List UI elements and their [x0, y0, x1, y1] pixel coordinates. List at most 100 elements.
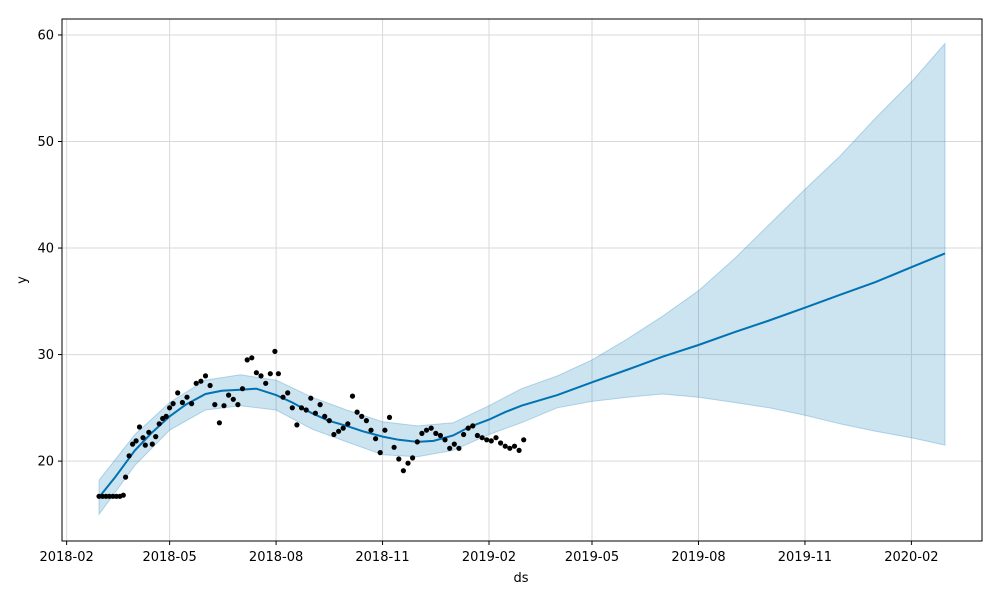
observed-point [130, 441, 136, 447]
x-axis-label: ds [513, 571, 528, 586]
observed-point [126, 453, 132, 459]
observed-point [349, 393, 356, 399]
observed-point [179, 399, 185, 406]
observed-point [239, 386, 246, 392]
observed-point [120, 492, 126, 498]
observed-point [312, 410, 318, 416]
observed-point [493, 435, 499, 441]
observed-point [340, 425, 346, 431]
observed-point [511, 443, 518, 449]
observed-point [149, 441, 155, 447]
observed-point [396, 456, 402, 462]
observed-point [391, 444, 397, 450]
observed-point [272, 348, 278, 354]
x-tick-label: 2020-02 [884, 550, 938, 565]
observed-point [216, 420, 222, 426]
observed-point [507, 445, 513, 451]
x-axis: 2018-02 2018-05 2018-08 2018-11 2019-02 2019-… [39, 541, 939, 565]
x-tick-label: 2018-11 [355, 550, 409, 565]
observed-point [516, 447, 522, 453]
observed-point [221, 403, 227, 409]
observed-point [326, 418, 332, 424]
observed-point [414, 439, 420, 445]
observed-point [410, 455, 416, 461]
observed-point [373, 436, 379, 442]
observed-point [289, 405, 295, 411]
observed-point [207, 382, 213, 389]
observed-point [368, 427, 374, 433]
observed-point [498, 440, 504, 446]
observed-point [133, 438, 139, 444]
y-axis: 20 30 40 50 60 [37, 28, 62, 470]
observed-point [405, 460, 411, 466]
observed-point [465, 425, 471, 431]
observed-point [193, 380, 199, 386]
observed-point [163, 413, 169, 419]
observed-point [136, 424, 143, 430]
observed-point [354, 409, 360, 415]
observed-point [294, 422, 300, 428]
observed-point [280, 394, 286, 400]
y-tick-label: 50 [37, 135, 54, 150]
grid-lines [62, 19, 982, 541]
observed-point [263, 380, 269, 386]
observed-point [521, 437, 527, 443]
observed-point [253, 370, 259, 376]
x-tick-label: 2019-02 [462, 550, 516, 565]
observed-point [175, 390, 181, 396]
observed-point [461, 431, 467, 438]
observed-point [184, 394, 190, 400]
y-tick-label: 60 [37, 28, 54, 43]
observed-point [442, 437, 448, 443]
observed-point [170, 401, 176, 407]
y-tick-label: 20 [37, 455, 54, 470]
observed-point [382, 427, 388, 433]
observed-point [267, 371, 273, 377]
observed-point [433, 430, 439, 436]
y-axis-label: y [15, 276, 30, 284]
observed-point [230, 396, 236, 402]
observed-point [244, 357, 250, 363]
observed-point [322, 413, 328, 419]
observed-point [488, 438, 494, 444]
observed-point [479, 435, 485, 441]
observed-point [156, 421, 162, 427]
observed-point [123, 474, 129, 480]
observed-point [377, 450, 383, 456]
observed-point [419, 430, 425, 436]
observed-point [502, 443, 508, 449]
observed-point [386, 414, 393, 420]
observed-point [167, 405, 173, 411]
plot-frame [61, 18, 983, 542]
observed-point [451, 441, 457, 447]
observed-point [484, 437, 490, 443]
observed-point [447, 445, 453, 451]
observed-point [345, 421, 351, 427]
observed-point [474, 432, 480, 439]
x-tick-label: 2018-05 [142, 550, 196, 565]
y-tick-label: 40 [37, 242, 54, 257]
x-tick-label: 2018-02 [39, 550, 93, 565]
observed-point [258, 373, 264, 379]
x-tick-label: 2018-08 [249, 550, 303, 565]
observed-point [153, 434, 159, 440]
observed-point [331, 431, 337, 438]
observed-point [400, 468, 406, 474]
observed-point [189, 401, 195, 407]
observed-point [275, 371, 281, 377]
y-tick-label: 30 [37, 348, 54, 363]
observed-point [298, 405, 305, 411]
observed-point [198, 378, 204, 384]
observed-point [142, 442, 148, 448]
observed-point [226, 392, 232, 398]
observed-point [303, 407, 309, 413]
x-tick-label: 2019-11 [778, 550, 832, 565]
observed-points [96, 348, 527, 499]
observed-point [428, 425, 434, 431]
observed-point [359, 413, 365, 419]
observed-point [235, 402, 241, 408]
observed-point [317, 402, 323, 408]
observed-point [202, 373, 209, 379]
observed-point [437, 432, 443, 439]
